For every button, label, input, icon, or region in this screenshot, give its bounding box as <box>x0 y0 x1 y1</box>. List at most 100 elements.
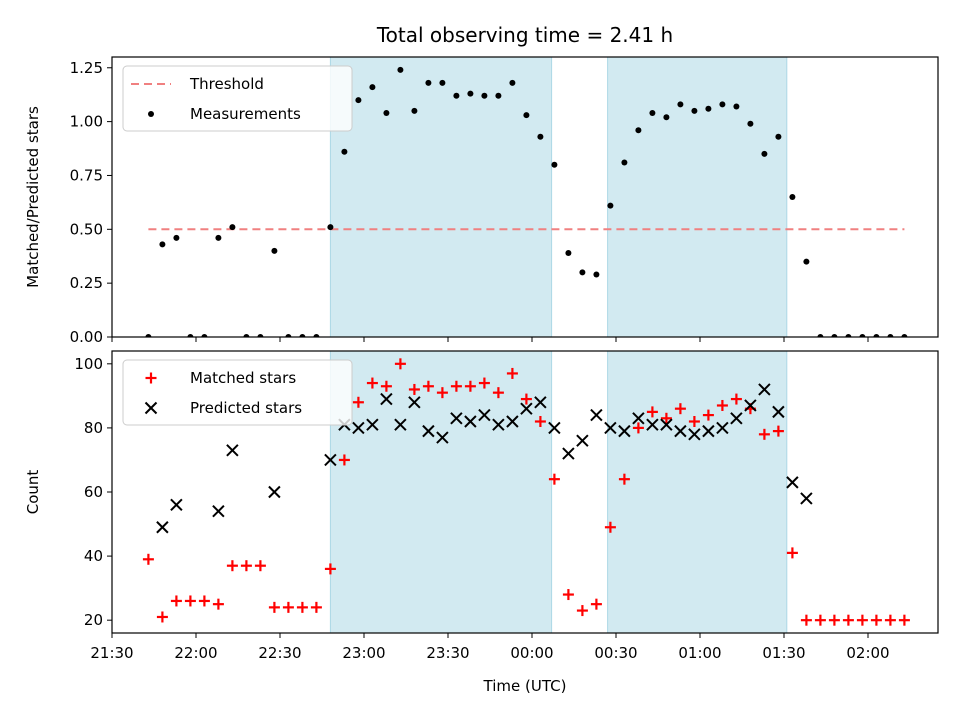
x-stroke-b <box>800 492 813 505</box>
matched-stars-point <box>142 553 154 565</box>
predicted-stars-point <box>478 408 491 422</box>
x-stroke-b <box>576 434 589 447</box>
measurement-point <box>299 334 306 337</box>
chart-title: Total observing time = 2.41 h <box>376 23 673 47</box>
measurement-point <box>369 84 376 91</box>
measurement-point <box>845 334 852 337</box>
measurement-point <box>621 159 628 166</box>
matched-stars-point <box>450 380 462 392</box>
x-tick-label: 21:30 <box>90 644 133 662</box>
measurement-point <box>775 133 782 140</box>
x-stroke-b <box>226 444 239 457</box>
measurement-point <box>159 241 166 248</box>
matched-stars-point <box>422 380 434 392</box>
measurement-point <box>257 334 264 337</box>
predicted-stars-point <box>730 412 743 425</box>
matched-stars-point <box>800 614 812 626</box>
matched-stars-point <box>772 425 784 437</box>
predicted-stars-point <box>212 505 225 518</box>
predicted-stars-point <box>590 408 603 422</box>
x-stroke-b <box>758 383 771 396</box>
matched-stars-point <box>478 377 490 389</box>
x-tick-label: 23:30 <box>426 644 469 662</box>
measurement-point <box>579 269 586 276</box>
matched-stars-point <box>898 614 910 626</box>
measurement-point <box>439 79 446 86</box>
matched-stars-point <box>268 601 280 613</box>
x-stroke-b <box>688 428 701 441</box>
predicted-stars-point <box>408 396 421 409</box>
predicted-stars-point <box>772 405 785 419</box>
measurement-point <box>509 79 516 86</box>
matched-stars-point <box>212 598 224 610</box>
x-tick-label: 02:00 <box>846 644 889 662</box>
measurement-point <box>187 334 194 337</box>
legend-label: Predicted stars <box>190 399 302 417</box>
measurement-point <box>523 112 530 119</box>
y-tick-label: 1.00 <box>70 113 103 131</box>
matched-stars-point <box>870 614 882 626</box>
matched-stars-point <box>492 387 504 399</box>
measurement-point <box>803 258 810 265</box>
series-matched-stars <box>142 358 910 626</box>
y-tick-label: 0.25 <box>70 274 103 292</box>
matched-stars-point <box>688 416 700 427</box>
matched-stars-point <box>380 380 392 392</box>
observing-window-2 <box>607 56 788 338</box>
x-stroke-b <box>590 408 603 422</box>
predicted-stars-point <box>660 418 673 431</box>
measurement-point <box>453 92 460 99</box>
x-tick-label: 00:30 <box>594 644 637 662</box>
matched-stars-point <box>282 601 294 613</box>
matched-stars-point <box>464 380 476 392</box>
y-tick-label: 80 <box>84 419 103 437</box>
measurement-point <box>859 334 866 337</box>
plot-area <box>145 66 908 337</box>
measurement-point <box>817 334 824 337</box>
x-stroke-b <box>380 392 393 406</box>
matched-stars-point <box>856 614 868 626</box>
matched-stars-point <box>506 367 518 379</box>
measurement-point <box>887 334 894 337</box>
predicted-stars-point <box>758 383 771 396</box>
predicted-stars-point <box>604 421 617 435</box>
x-stroke-b <box>506 415 519 428</box>
matched-stars-point <box>184 595 196 607</box>
y-axis-label: Matched/Predicted stars <box>24 106 42 288</box>
x-stroke-b <box>366 418 379 431</box>
predicted-stars-point <box>632 412 645 425</box>
measurement-point <box>789 194 796 200</box>
measurement-point <box>215 234 222 241</box>
x-stroke-b <box>604 421 617 435</box>
predicted-stars-point <box>688 428 701 441</box>
y-tick-label: 20 <box>84 611 103 629</box>
predicted-stars-point <box>576 434 589 447</box>
x-stroke-b <box>450 412 463 425</box>
x-stroke-b <box>212 505 225 518</box>
matched-stars-point <box>310 601 322 613</box>
legend-dot-swatch <box>148 111 154 117</box>
x-stroke-b <box>478 408 491 422</box>
measurement-point <box>635 127 642 134</box>
x-stroke-b <box>744 399 757 412</box>
measurement-point <box>719 101 726 108</box>
measurement-point <box>761 150 768 157</box>
matched-stars-point <box>394 358 406 370</box>
measurement-point <box>313 334 320 337</box>
predicted-stars-point <box>156 521 169 534</box>
predicted-stars-point <box>534 396 547 409</box>
x-tick-label: 22:30 <box>258 644 301 662</box>
predicted-stars-point <box>786 476 799 489</box>
matched-stars-point <box>534 416 546 427</box>
measurement-point <box>327 224 334 231</box>
predicted-stars-point <box>716 421 729 435</box>
predicted-stars-point <box>450 412 463 425</box>
legend: Matched stars Predicted stars <box>122 359 353 426</box>
x-stroke-b <box>772 405 785 419</box>
measurement-point <box>425 79 432 86</box>
matched-stars-point <box>618 473 630 485</box>
matched-stars-point <box>198 595 210 607</box>
measurement-point <box>551 161 558 168</box>
legend-label: Matched stars <box>190 369 296 387</box>
matched-stars-point <box>828 614 840 626</box>
